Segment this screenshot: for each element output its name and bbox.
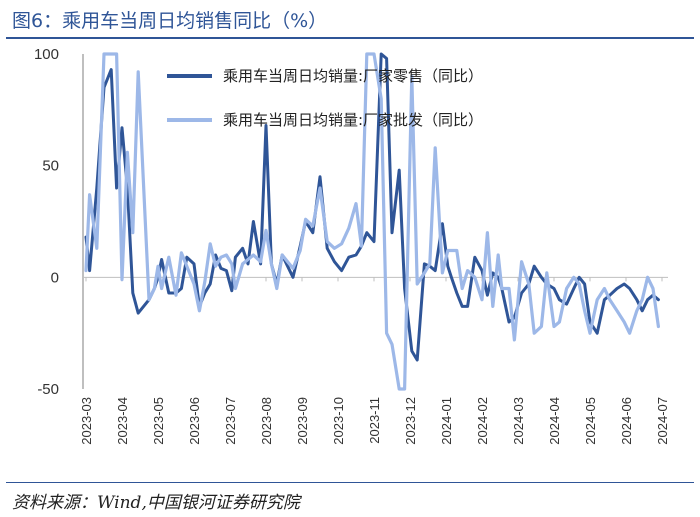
x-tick-label: 2023-03 [79, 397, 94, 445]
y-tick-label: 0 [51, 269, 59, 286]
x-tick-label: 2024-06 [619, 397, 634, 445]
series-line-wholesale [84, 52, 661, 391]
x-tick-label: 2024-01 [439, 397, 454, 445]
x-tick-label: 2023-08 [259, 397, 274, 445]
title-divider [6, 37, 694, 39]
x-tick-label: 2023-06 [187, 397, 202, 445]
source-note: 资料来源：Wind,中国银河证券研究院 [12, 493, 300, 513]
chart-axes: 100 50 0 -50 2023-03 2023-04 2023-05 2023-06 202… [34, 46, 670, 445]
series-line-retail [84, 52, 660, 362]
x-tick-label: 2024-03 [511, 397, 526, 445]
x-tick-label: 2023-09 [295, 397, 310, 445]
source-divider [6, 482, 694, 483]
x-tick-label: 2024-05 [583, 397, 598, 445]
y-tick-label: 50 [42, 158, 59, 175]
x-tick-label: 2023-05 [151, 397, 166, 445]
x-tick-label: 2024-07 [655, 397, 670, 445]
x-tick-label: 2023-04 [115, 397, 130, 445]
x-tick-label: 2023-12 [403, 397, 418, 445]
y-tick-label: 100 [34, 46, 59, 63]
chart-legend: 乘用车当周日均销量:厂家零售（同比） 乘用车当周日均销量:厂家批发（同比） [167, 67, 483, 129]
legend-label: 乘用车当周日均销量:厂家零售（同比） [223, 67, 483, 85]
legend-label: 乘用车当周日均销量:厂家批发（同比） [223, 111, 483, 129]
y-tick-label: -50 [37, 381, 59, 398]
x-tick-label: 2024-04 [547, 397, 562, 445]
x-tick-label: 2023-11 [367, 397, 382, 444]
x-tick-label: 2024-02 [475, 397, 490, 445]
x-tick-label: 2023-07 [223, 397, 238, 445]
chart-title: 图6：乘用车当周日均销售同比（%） [12, 10, 328, 32]
x-tick-label: 2023-10 [331, 397, 346, 445]
chart-series [84, 52, 661, 391]
